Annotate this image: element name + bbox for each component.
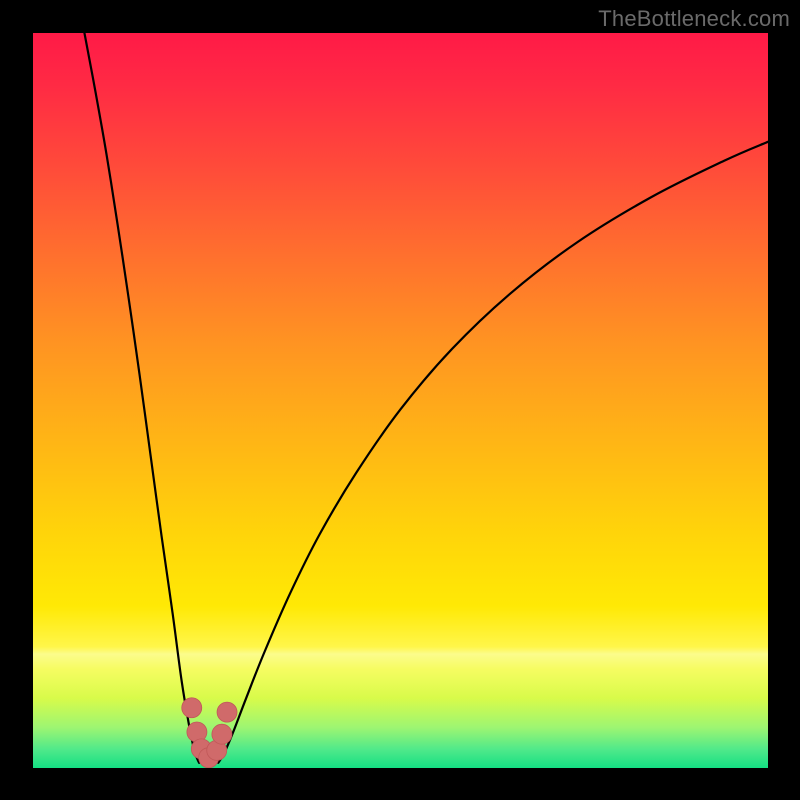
bottleneck-curve-left (84, 33, 199, 763)
chart-marker-group (182, 698, 237, 768)
chart-marker (182, 698, 202, 718)
chart-marker (217, 702, 237, 722)
watermark-text: TheBottleneck.com (598, 6, 790, 32)
chart-plot-area (33, 33, 768, 768)
chart-curves-layer (33, 33, 768, 768)
bottleneck-curve-right (218, 142, 768, 763)
chart-marker (212, 724, 232, 744)
